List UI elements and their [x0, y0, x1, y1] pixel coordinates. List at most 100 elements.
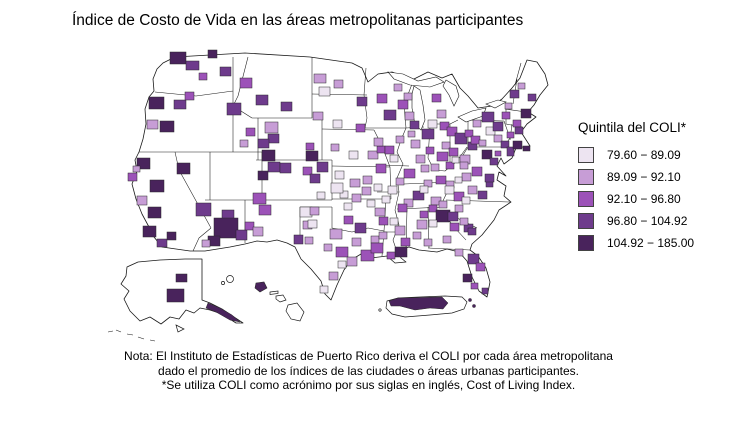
metro-area-patch	[464, 129, 474, 138]
metro-area-patch	[333, 79, 344, 89]
page-title: Índice de Costo de Vida en las áreas met…	[72, 12, 524, 29]
metro-area-patch	[330, 143, 340, 152]
metro-area-patch	[454, 132, 468, 145]
metro-area-patch	[319, 285, 329, 294]
metro-area-patch	[493, 134, 503, 143]
metro-area-patch	[221, 209, 235, 220]
metro-area-patch	[467, 227, 477, 236]
metro-area-patch	[328, 271, 339, 281]
metro-area-patch	[394, 225, 406, 236]
lake-ontario	[485, 99, 507, 109]
metro-area-patch	[316, 161, 329, 173]
legend-label-q2: 89.09 − 92.10	[607, 170, 681, 184]
metro-area-patch	[410, 139, 421, 149]
metro-area-patch	[373, 183, 383, 192]
metro-area-patch	[258, 204, 272, 216]
metro-area-patch	[305, 142, 315, 151]
legend-label-q3: 92.10 − 96.80	[607, 192, 681, 206]
metro-area-patch	[127, 172, 138, 182]
metro-area-patch	[428, 204, 438, 213]
metro-area-patch	[264, 121, 279, 134]
metro-area-patch	[381, 195, 391, 204]
metro-area-patch	[394, 246, 408, 258]
metro-area-patch	[421, 128, 435, 140]
metro-area-patch	[428, 219, 438, 228]
metro-area-patch	[323, 243, 333, 252]
metro-area-patch	[489, 157, 499, 166]
metro-area-patch	[436, 109, 447, 119]
metro-area-patch	[354, 222, 367, 234]
metro-area-patch	[213, 217, 239, 239]
metro-area-patch	[409, 120, 420, 130]
metro-area-patch	[226, 102, 242, 116]
metro-area-patch	[467, 253, 480, 265]
metro-area-patch	[334, 170, 345, 180]
metro-area-patch	[335, 246, 349, 258]
metro-area-patch	[445, 161, 455, 170]
metro-area-patch	[400, 237, 411, 247]
metro-area-patch	[420, 164, 430, 173]
metro-area-patch	[267, 133, 280, 144]
metro-area-patch	[477, 190, 488, 200]
metro-area-patch	[514, 126, 524, 135]
metro-area-patch	[201, 239, 211, 248]
metro-area-patch	[169, 51, 187, 65]
metro-area-patch	[318, 86, 331, 97]
metro-area-patch	[329, 228, 343, 240]
metro-area-patch	[376, 145, 386, 154]
metro-area-patch	[149, 179, 165, 193]
alaska-panhandle-metro	[205, 302, 241, 323]
metro-area-patch	[419, 210, 429, 219]
metro-area-patch	[389, 217, 399, 226]
metro-area-patch	[475, 262, 486, 272]
metro-area-patch	[367, 150, 379, 160]
metro-area-patch	[351, 237, 362, 247]
metro-area-patch	[330, 182, 344, 194]
lake-superior	[387, 71, 445, 88]
footnote-line-2: dado el promedio de los índices de las c…	[158, 363, 579, 378]
legend-row-q5: 104.92 − 185.00	[578, 232, 694, 254]
legend-swatch-q5	[578, 235, 594, 251]
metro-area-patch	[207, 49, 218, 59]
metro-area-patch	[470, 135, 481, 145]
metro-area-patch	[383, 109, 397, 121]
metro-area-patch	[339, 190, 349, 199]
metro-area-patch	[481, 149, 493, 160]
metro-area-patch	[453, 191, 465, 202]
metro-area-patch	[395, 135, 405, 144]
metro-area-patch	[435, 175, 447, 185]
metro-area-patch	[312, 111, 324, 121]
metro-area-patch	[375, 163, 387, 174]
puerto-rico-metro-region	[388, 296, 449, 311]
legend-swatch-q1	[578, 147, 594, 163]
metro-area-patch	[501, 111, 511, 120]
metro-area-patch	[304, 236, 314, 245]
metro-area-patch	[337, 260, 347, 269]
metro-area-patch	[438, 200, 448, 209]
metro-area-patch	[387, 185, 398, 195]
metro-area-patch	[173, 99, 187, 110]
metro-area-patch	[395, 177, 405, 186]
legend-row-q4: 96.80 − 104.92	[578, 210, 694, 232]
legend-label-q4: 96.80 − 104.92	[607, 214, 688, 228]
metro-area-patch	[146, 119, 159, 130]
metro-area-patch	[509, 89, 520, 99]
metro-area-patch	[506, 131, 515, 139]
metro-area-patch	[361, 186, 372, 196]
metro-area-patch	[442, 235, 452, 244]
metro-area-patch	[166, 288, 185, 303]
metro-area-patch	[346, 256, 358, 267]
metro-area-patch	[459, 217, 469, 226]
metro-area-patch	[512, 140, 523, 150]
metro-area-patch	[467, 185, 478, 195]
metro-area-patch	[257, 170, 269, 181]
metro-area-patch	[454, 176, 463, 184]
metro-area-patch	[472, 119, 482, 128]
metro-area-patch	[441, 141, 451, 150]
metro-area-patch	[195, 202, 212, 217]
metro-area-patch	[378, 231, 388, 240]
lake-huron	[442, 79, 460, 107]
metro-area-patch	[461, 172, 472, 182]
